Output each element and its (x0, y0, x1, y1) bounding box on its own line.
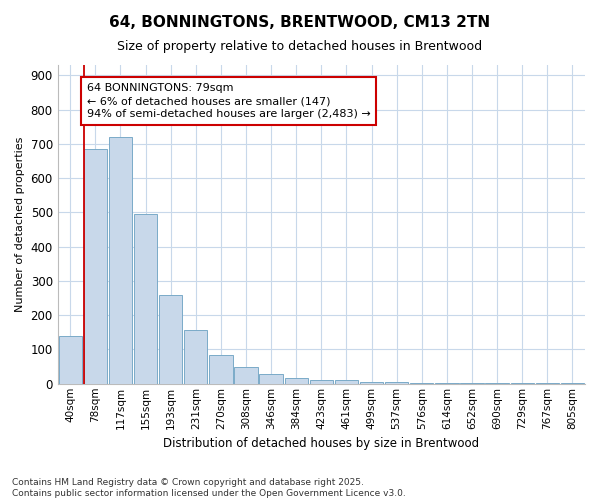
Bar (159, 296, 182, 384)
Bar (460, 383, 484, 384)
Bar (259, 374, 283, 384)
Bar (235, 366, 257, 384)
Bar (184, 330, 208, 384)
Bar (284, 378, 308, 384)
Bar (59, 336, 82, 384)
Bar (435, 382, 458, 384)
Bar (385, 382, 409, 384)
Bar (410, 382, 433, 384)
Bar (310, 380, 333, 384)
Bar (209, 355, 233, 384)
Bar (109, 137, 132, 384)
Bar (134, 214, 157, 384)
Text: 64 BONNINGTONS: 79sqm
← 6% of detached houses are smaller (147)
94% of semi-deta: 64 BONNINGTONS: 79sqm ← 6% of detached h… (86, 83, 370, 119)
Bar (485, 383, 509, 384)
Bar (83, 149, 107, 384)
Text: Contains HM Land Registry data © Crown copyright and database right 2025.
Contai: Contains HM Land Registry data © Crown c… (12, 478, 406, 498)
Y-axis label: Number of detached properties: Number of detached properties (15, 136, 25, 312)
Bar (335, 380, 358, 384)
Text: Size of property relative to detached houses in Brentwood: Size of property relative to detached ho… (118, 40, 482, 53)
X-axis label: Distribution of detached houses by size in Brentwood: Distribution of detached houses by size … (163, 437, 479, 450)
Bar (360, 382, 383, 384)
Text: 64, BONNINGTONS, BRENTWOOD, CM13 2TN: 64, BONNINGTONS, BRENTWOOD, CM13 2TN (109, 15, 491, 30)
